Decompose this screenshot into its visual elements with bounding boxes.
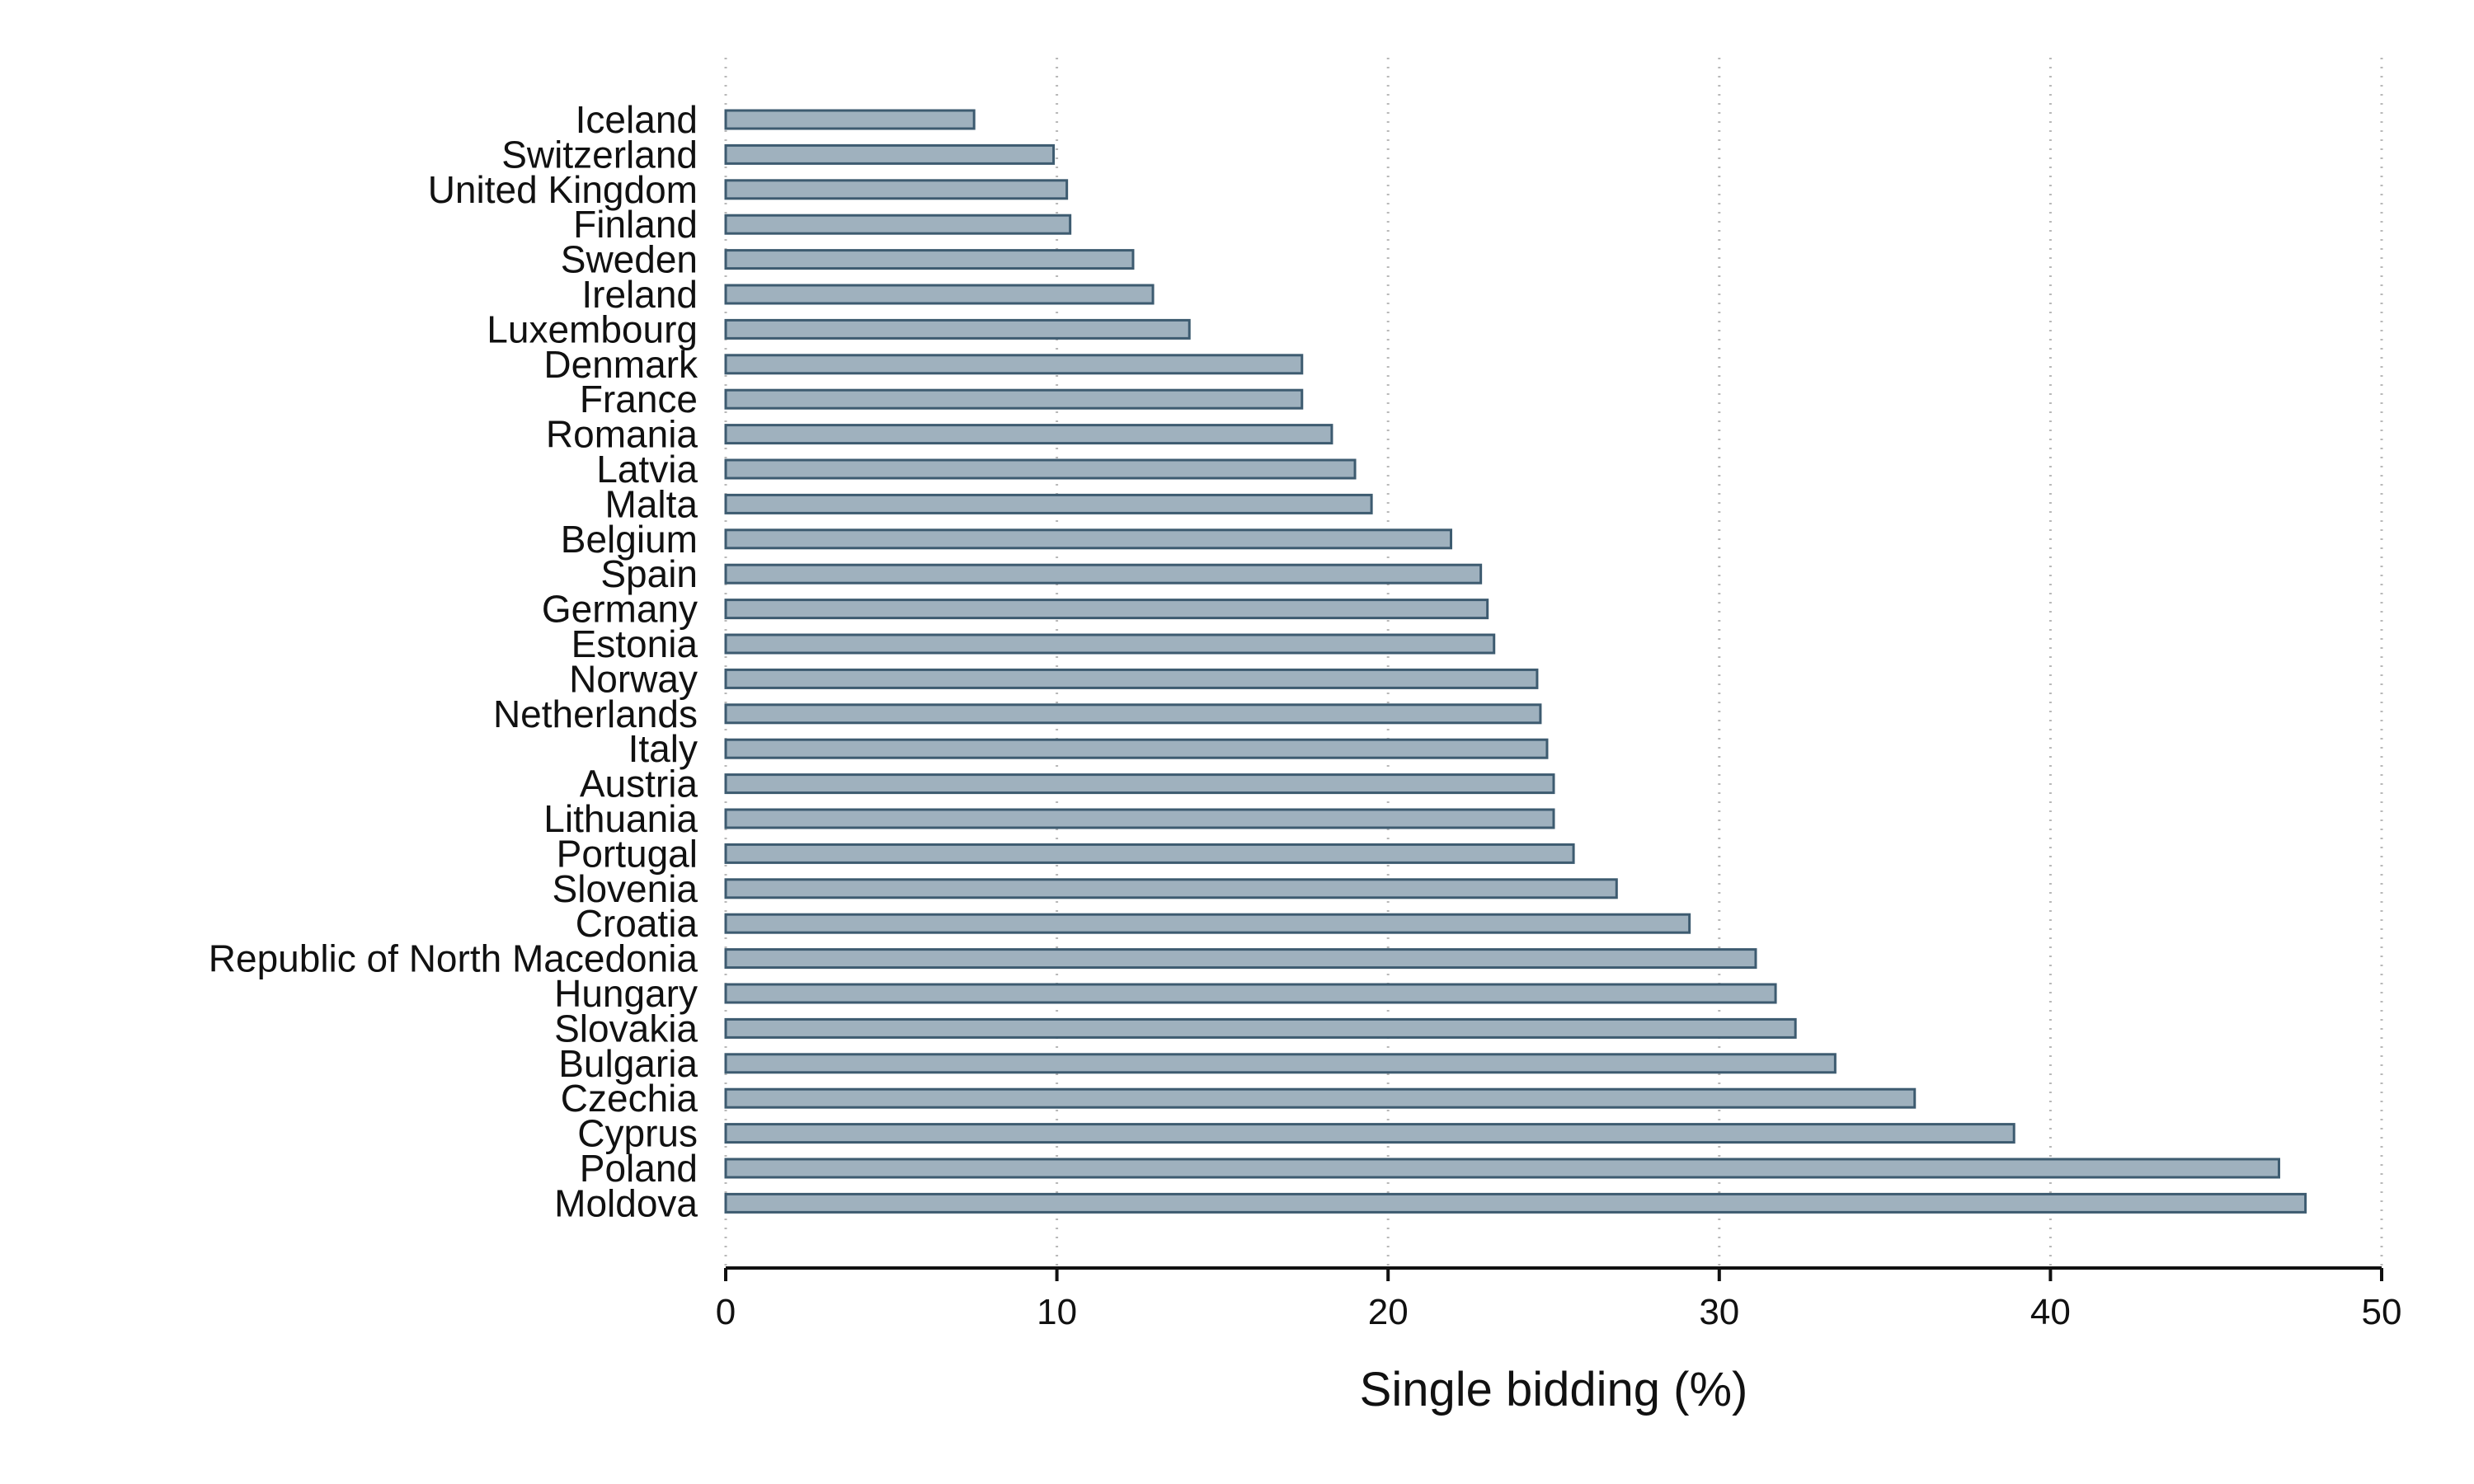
category-label-finland: Finland	[573, 203, 698, 246]
bar-belgium	[724, 528, 1453, 550]
category-label-ireland: Ireland	[581, 273, 698, 316]
bar-denmark	[724, 354, 1304, 375]
category-label-slovakia: Slovakia	[554, 1007, 698, 1050]
bar-finland	[724, 214, 1072, 235]
bar-bulgaria	[724, 1053, 1837, 1074]
category-label-republic-of-north-macedonia: Republic of North Macedonia	[209, 937, 698, 980]
category-label-germany: Germany	[542, 588, 698, 631]
category-label-cyprus: Cyprus	[577, 1112, 698, 1155]
bar-switzerland	[724, 143, 1056, 165]
bar-portugal	[724, 843, 1575, 864]
category-label-united-kingdom: United Kingdom	[428, 168, 698, 211]
gridlines	[724, 58, 2383, 1268]
category-label-moldova: Moldova	[554, 1181, 698, 1224]
bar-estonia	[724, 633, 1496, 655]
bar-hungary	[724, 983, 1777, 1004]
bar-croatia	[724, 913, 1691, 934]
bar-iceland	[724, 109, 976, 130]
bar-france	[724, 388, 1304, 410]
bar-moldova	[724, 1192, 2307, 1214]
category-label-lithuania: Lithuania	[543, 797, 698, 840]
bar-luxembourg	[724, 318, 1191, 340]
category-label-hungary: Hungary	[554, 972, 698, 1015]
x-tick-label-0: 0	[716, 1292, 736, 1332]
bar-republic-of-north-macedonia	[724, 948, 1757, 970]
category-label-denmark: Denmark	[543, 343, 698, 386]
category-label-latvia: Latvia	[596, 448, 698, 491]
category-label-france: France	[580, 378, 698, 420]
category-label-italy: Italy	[628, 727, 698, 770]
category-label-luxembourg: Luxembourg	[487, 308, 698, 350]
bar-spain	[724, 563, 1483, 585]
category-label-bulgaria: Bulgaria	[558, 1042, 698, 1085]
bar-united-kingdom	[724, 179, 1069, 200]
category-label-spain: Spain	[600, 552, 698, 595]
bar-slovenia	[724, 878, 1618, 899]
bar-sweden	[724, 249, 1135, 270]
bars	[724, 109, 2307, 1214]
x-tick-label-20: 20	[1368, 1292, 1409, 1332]
x-tick-label-50: 50	[2362, 1292, 2402, 1332]
x-axis: 0 10 20 30 40 50	[716, 1266, 2402, 1332]
bar-netherlands	[724, 703, 1542, 725]
x-tick-label-10: 10	[1037, 1292, 1077, 1332]
bar-italy	[724, 738, 1549, 759]
bar-ireland	[724, 284, 1155, 305]
category-label-slovenia: Slovenia	[553, 867, 698, 910]
bar-poland	[724, 1158, 2281, 1179]
x-tick-label-40: 40	[2030, 1292, 2071, 1332]
category-label-romania: Romania	[546, 413, 698, 456]
category-label-croatia: Croatia	[576, 902, 698, 945]
category-label-poland: Poland	[580, 1147, 698, 1190]
category-label-sweden: Sweden	[561, 238, 698, 281]
category-label-iceland: Iceland	[576, 98, 698, 141]
category-label-portugal: Portugal	[557, 832, 698, 875]
category-label-estonia: Estonia	[571, 622, 698, 665]
category-label-belgium: Belgium	[561, 518, 698, 561]
bar-malta	[724, 493, 1373, 514]
category-label-netherlands: Netherlands	[493, 693, 698, 735]
bar-cyprus	[724, 1123, 2015, 1144]
bar-latvia	[724, 458, 1357, 480]
category-label-czechia: Czechia	[561, 1077, 698, 1120]
bar-romania	[724, 424, 1333, 445]
x-axis-title: Single bidding (%)	[1360, 1363, 1748, 1416]
category-label-austria: Austria	[580, 763, 698, 805]
bar-norway	[724, 668, 1539, 689]
category-label-norway: Norway	[569, 657, 698, 700]
bar-lithuania	[724, 808, 1555, 829]
category-label-malta: Malta	[605, 482, 698, 525]
bar-austria	[724, 773, 1555, 795]
bar-germany	[724, 599, 1489, 620]
x-tick-label-30: 30	[1699, 1292, 1739, 1332]
bar-czechia	[724, 1087, 1917, 1109]
category-label-switzerland: Switzerland	[501, 133, 698, 176]
bar-slovakia	[724, 1017, 1797, 1039]
